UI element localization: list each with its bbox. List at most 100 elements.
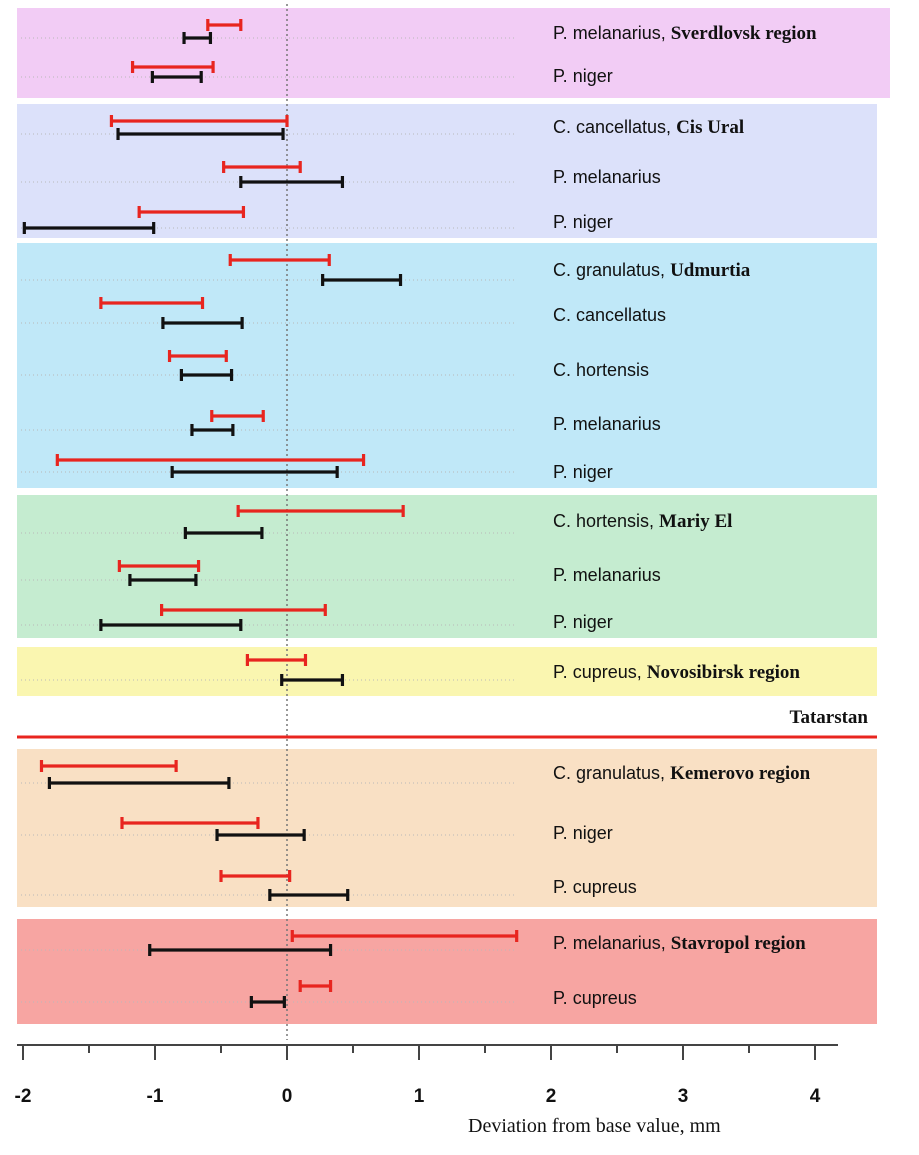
species-name: C. cancellatus: [553, 305, 666, 325]
interval-red: [222, 161, 302, 173]
region-band: [17, 749, 877, 907]
species-name: P. melanarius,: [553, 933, 671, 953]
interval-red: [298, 980, 333, 992]
row-label: C. granulatus, Kemerovo region: [553, 763, 811, 784]
species-name: P. melanarius: [553, 565, 661, 585]
x-tick-label: 3: [678, 1086, 689, 1107]
species-name: C. hortensis,: [553, 511, 659, 531]
interval-red: [99, 297, 205, 309]
interval-black: [321, 274, 403, 286]
row-label: P. cupreus: [553, 877, 637, 897]
interval-red: [290, 930, 519, 942]
x-axis: -2 -1 0 1 2 3 4: [15, 1044, 838, 1107]
interval-red: [167, 350, 228, 362]
region-bands: [17, 8, 890, 1024]
row-label: P. melanarius: [553, 167, 661, 187]
interval-black: [47, 777, 231, 789]
region-name: Kemerovo region: [670, 763, 811, 784]
interval-black: [183, 527, 264, 539]
species-name: C. hortensis: [553, 360, 649, 380]
region-band: [17, 8, 890, 98]
interval-red: [39, 760, 178, 772]
interval-red: [55, 454, 366, 466]
species-name: P. cupreus: [553, 988, 637, 1008]
row-label: P. niger: [553, 66, 613, 86]
interval-black: [150, 71, 203, 83]
species-name: P. niger: [553, 823, 613, 843]
tatarstan-separator: Tatarstan: [17, 707, 877, 739]
region-name: Cis Ural: [676, 117, 744, 138]
x-tick-label: 1: [414, 1086, 425, 1107]
interval-black: [179, 369, 234, 381]
interval-black: [239, 176, 345, 188]
interval-red: [219, 870, 292, 882]
species-name: P. niger: [553, 612, 613, 632]
species-name: P. melanarius: [553, 167, 661, 187]
interval-red: [120, 817, 260, 829]
interval-red: [117, 560, 201, 572]
interval-red: [210, 410, 265, 422]
row-label: C. hortensis, Mariy El: [553, 511, 732, 532]
species-name: P. niger: [553, 212, 613, 232]
interval-red: [206, 19, 243, 31]
row-label: P. niger: [553, 212, 613, 232]
region-name: Sverdlovsk region: [671, 23, 817, 44]
interval-black: [161, 317, 244, 329]
row-label: P. melanarius: [553, 414, 661, 434]
x-axis-title: Deviation from base value, mm: [468, 1115, 721, 1137]
species-name: C. granulatus,: [553, 763, 670, 783]
x-tick-label: 0: [282, 1086, 293, 1107]
x-tick-label: -1: [147, 1086, 164, 1107]
interval-red: [130, 61, 215, 73]
separator-label: Tatarstan: [790, 707, 869, 728]
row-labels: P. melanarius, Sverdlovsk region P. niger…: [553, 23, 817, 1008]
row-label: P. melanarius, Sverdlovsk region: [553, 23, 817, 44]
interval-black: [268, 889, 350, 901]
species-name: P. cupreus: [553, 877, 637, 897]
interval-black: [182, 32, 213, 44]
interval-red: [109, 115, 289, 127]
row-label: C. cancellatus: [553, 305, 666, 325]
interval-black: [215, 829, 306, 841]
region-name: Udmurtia: [670, 260, 751, 281]
species-name: C. cancellatus,: [553, 117, 676, 137]
row-label: P. niger: [553, 462, 613, 482]
species-name: P. cupreus,: [553, 662, 647, 682]
row-label: C. hortensis: [553, 360, 649, 380]
row-label: P. melanarius, Stavropol region: [553, 933, 806, 954]
interval-black: [99, 619, 243, 631]
interval-bars: [22, 19, 519, 1008]
species-name: P. niger: [553, 66, 613, 86]
interval-black: [116, 128, 285, 140]
region-band: [17, 647, 877, 696]
row-label: P. cupreus, Novosibirsk region: [553, 662, 800, 683]
interval-red: [160, 604, 327, 616]
species-name: C. granulatus,: [553, 260, 670, 280]
species-name: P. melanarius,: [553, 23, 671, 43]
region-name: Novosibirsk region: [647, 662, 801, 683]
interval-red: [236, 505, 405, 517]
interval-black: [128, 574, 198, 586]
region-band: [17, 104, 877, 238]
x-tick-label: -2: [15, 1086, 32, 1107]
x-tick-label: 4: [810, 1086, 821, 1107]
interval-black: [280, 674, 345, 686]
interval-black: [170, 466, 339, 478]
interval-black: [249, 996, 286, 1008]
interval-black: [190, 424, 235, 436]
species-name: P. niger: [553, 462, 613, 482]
row-label: P. niger: [553, 612, 613, 632]
interval-black: [22, 222, 156, 234]
interval-black: [148, 944, 333, 956]
row-label: C. granulatus, Udmurtia: [553, 260, 751, 281]
region-name: Stavropol region: [671, 933, 806, 954]
x-tick-label: 2: [546, 1086, 557, 1107]
row-label: P. cupreus: [553, 988, 637, 1008]
interval-red: [228, 254, 331, 266]
row-label: P. niger: [553, 823, 613, 843]
row-label: P. melanarius: [553, 565, 661, 585]
interval-red: [245, 654, 308, 666]
row-label: C. cancellatus, Cis Ural: [553, 117, 744, 138]
region-band: [17, 243, 877, 488]
region-name: Mariy El: [659, 511, 732, 532]
